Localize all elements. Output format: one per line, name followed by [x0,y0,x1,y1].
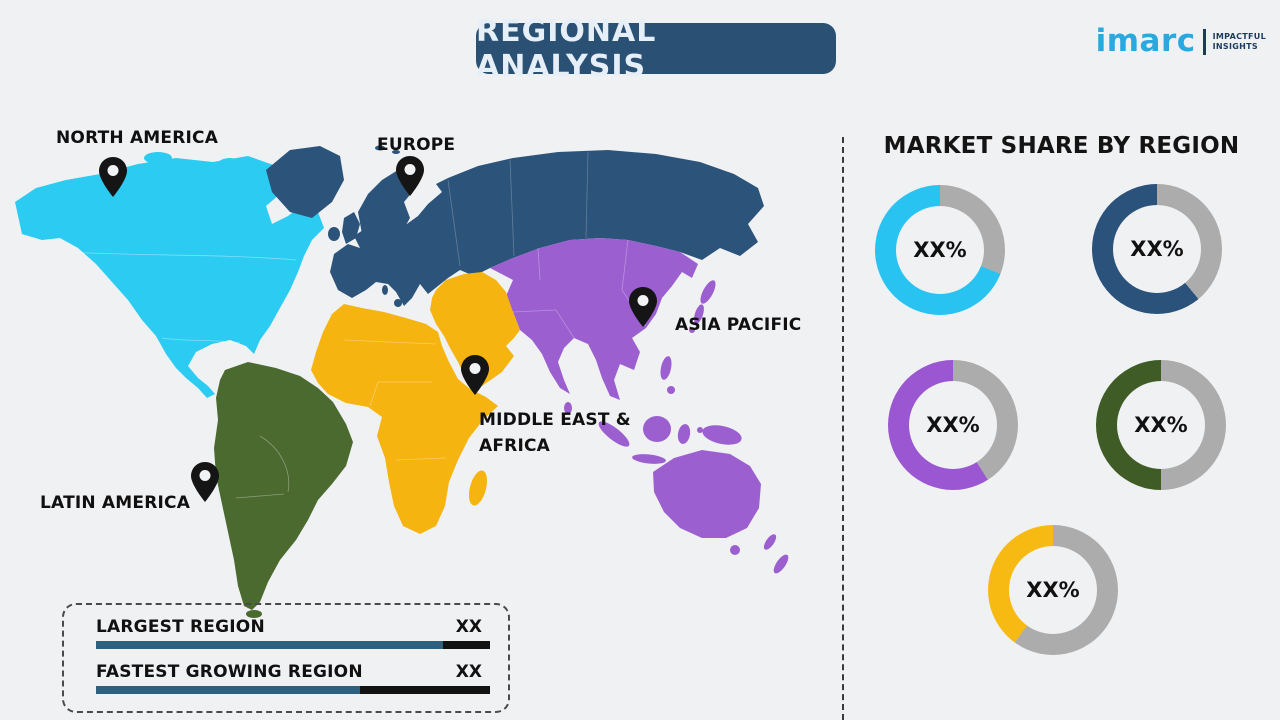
donut-value: XX% [1130,237,1184,261]
map-pin-icon-middle-east-africa [461,355,489,395]
legend-bar-fill [96,686,360,694]
imarc-logo: imarc IMPACTFUL INSIGHTS [1096,26,1266,57]
map-pin-icon-asia-pacific [629,287,657,327]
region-label-asia-pacific: ASIA PACIFIC [675,315,802,335]
map-region-europe [266,145,764,307]
donut-chart-europe: XX% [1092,184,1222,314]
donut-value: XX% [913,238,967,262]
page-title: REGIONAL ANALYSIS [476,13,657,84]
donut-chart-north-america: XX% [875,185,1005,315]
legend-value: XX [455,617,482,637]
logo-tagline-line2: INSIGHTS [1212,41,1258,51]
map-key-box: LARGEST REGION XX FASTEST GROWING REGION… [62,603,510,713]
map-pin-icon-europe [396,156,424,196]
legend-row-largest: LARGEST REGION XX [96,617,490,649]
legend-value: XX [455,662,482,682]
logo-divider [1202,28,1206,55]
donut-chart-latin-america: XX% [1096,360,1226,490]
legend-label: LARGEST REGION [96,617,265,637]
region-label-north-america: NORTH AMERICA [56,128,219,148]
legend-bar-fill [96,641,443,649]
region-label-europe: EUROPE [377,135,456,155]
map-region-latin-america [214,362,353,618]
legend-bar-track [96,641,490,649]
donut-value: XX% [1026,578,1080,602]
legend-row-fastest: FASTEST GROWING REGION XX [96,662,490,694]
map-region-asia-pacific [490,238,789,574]
region-label-mea-line2: AFRICA [479,436,551,456]
donut-chart-asia-pacific: XX% [888,360,1018,490]
donut-chart-middle-east-africa: XX% [988,525,1118,655]
logo-tagline-line1: IMPACTFUL [1212,31,1266,41]
region-label-mea-line1: MIDDLE EAST & [479,410,631,430]
map-pin-icon-north-america [99,157,127,197]
market-share-title: MARKET SHARE BY REGION [883,133,1240,159]
region-label-middle-east-africa: MIDDLE EAST & AFRICA [479,407,631,459]
map-pin-icon-latin-america [191,462,219,502]
legend-bar-track [96,686,490,694]
donut-value: XX% [1134,413,1188,437]
panel-divider [842,137,844,720]
world-map [15,145,789,618]
logo-brand-text: imarc [1095,23,1196,59]
legend-label: FASTEST GROWING REGION [96,662,363,682]
region-label-latin-america: LATIN AMERICA [40,493,191,513]
logo-tagline: IMPACTFUL INSIGHTS [1213,32,1266,51]
title-banner: REGIONAL ANALYSIS [476,14,836,84]
donut-value: XX% [926,413,980,437]
map-region-middle-east-africa [311,272,520,534]
